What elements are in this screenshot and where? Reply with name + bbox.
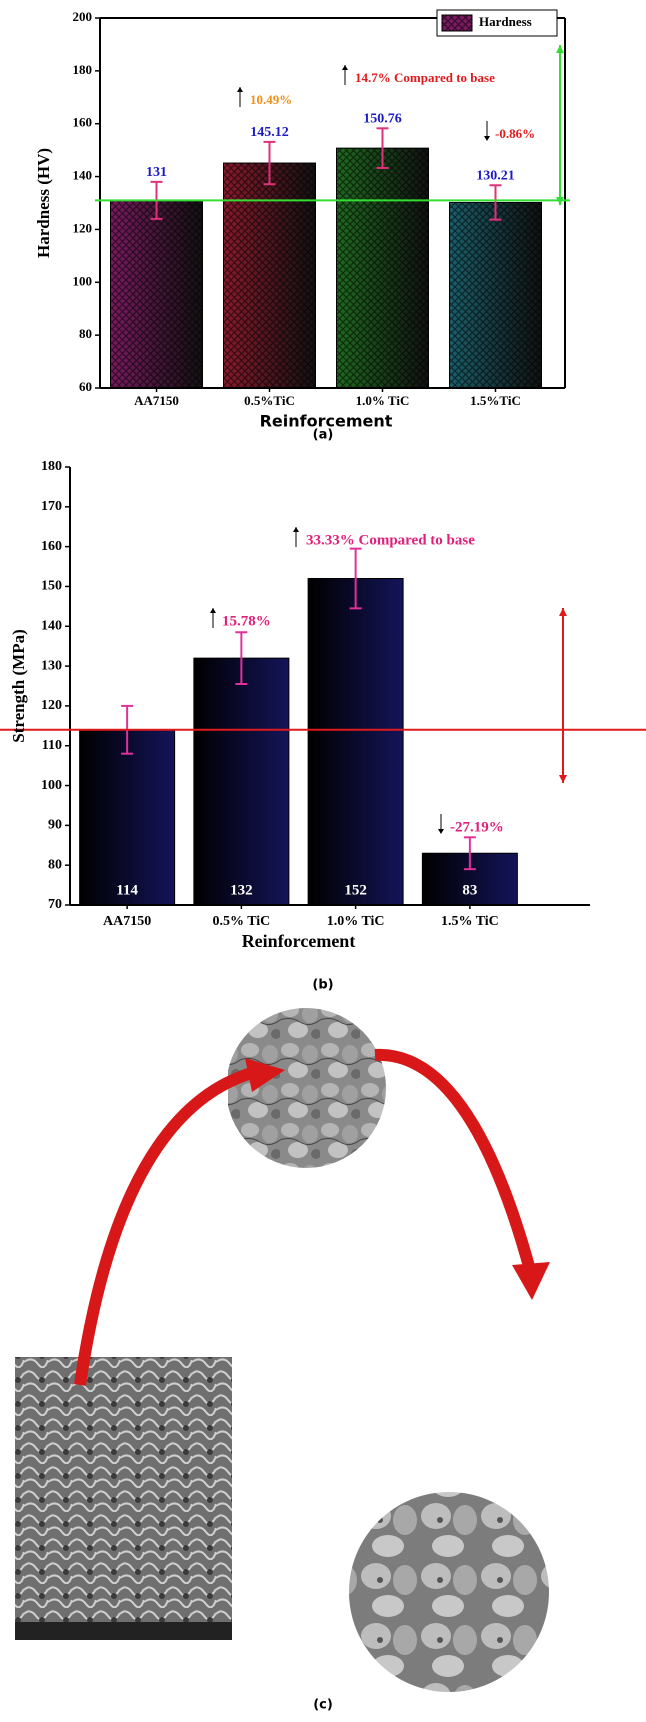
x-tick-label: AA7150 [103,914,151,929]
y-tick-label: 120 [41,698,62,713]
value-label: 83 [462,882,477,898]
value-label: 130.21 [476,168,515,183]
y-tick-label: 110 [42,738,62,753]
bar-hatch [111,200,203,388]
x-tick-label: 1.0% TiC [327,914,385,929]
y-tick-label: 90 [48,818,62,833]
legend-label: Hardness [479,14,532,29]
y-tick-label: 150 [41,579,62,594]
annotation-arrow-head [293,527,299,532]
value-label: 131 [146,165,167,180]
value-label: 114 [116,882,138,898]
annotation: 15.78% [222,613,271,629]
y-tick-label: 200 [73,9,93,24]
y-axis-label: Strength (MPa) [9,629,28,742]
bar [80,730,175,905]
bar [308,578,403,905]
arrow-head [512,1262,550,1300]
y-tick-label: 60 [79,379,92,394]
y-tick-label: 180 [41,459,62,474]
x-axis-label: Reinforcement [242,931,356,951]
chart: 60 80 100 120 140 160 180 200 AA7150 131 0.5%TiC 14… [34,9,570,431]
y-tick-label: 160 [73,115,93,130]
y-tick-label: 80 [48,857,62,872]
value-label: 145.12 [250,125,289,140]
x-tick-label: 0.5% TiC [212,914,270,929]
y-tick-label: 140 [41,618,62,633]
annotation-arrow-head [342,65,348,70]
y-tick-label: 130 [41,658,62,673]
annotation: -27.19% [450,819,504,835]
bar-hatch [337,148,429,388]
annotation: -0.86% [495,126,535,141]
bar-hatch [450,202,542,388]
chart: 70 80 90 100 110 120 130 140 150 160 170 180 AA7150 1… [0,459,646,951]
x-tick-label: 1.5%TiC [470,393,521,408]
bar [194,658,289,905]
sem-info-bar [15,1622,232,1640]
panel-label: (c) [313,1698,333,1713]
annotation-arrow-head [484,136,490,141]
legend-swatch-hatch [442,15,472,31]
x-axis-label: Reinforcement [260,412,393,431]
y-tick-label: 100 [73,273,93,288]
y-tick-label: 80 [79,326,92,341]
figure: (a)(b)(c)6080100120140160180200AA7150131… [0,0,646,1722]
annotation: 14.7% Compared to base [355,70,495,85]
arrow [375,1055,530,1270]
y-tick-label: 120 [73,220,93,235]
y-tick-label: 160 [41,539,62,554]
annotation-arrow-head [210,608,216,613]
value-label: 152 [344,882,367,898]
value-label: 150.76 [363,112,402,127]
x-tick-label: AA7150 [134,393,179,408]
x-tick-label: 1.0% TiC [356,393,410,408]
arrow [80,1072,255,1385]
sem-image [349,1492,549,1692]
annotation: 33.33% Compared to base [306,532,475,548]
sem-images [15,1008,550,1692]
x-tick-label: 1.5% TiC [441,914,499,929]
annotation-arrow-head [237,87,243,92]
y-tick-label: 100 [41,778,62,793]
y-tick-label: 70 [48,897,62,912]
annotation: 10.49% [250,92,292,107]
panel-label: (b) [312,978,333,993]
annotation-arrow-head [438,829,444,834]
value-label: 132 [230,882,253,898]
sem-image [15,1357,232,1640]
y-tick-label: 140 [73,168,93,183]
y-tick-label: 170 [41,499,62,514]
y-axis-label: Hardness (HV) [34,148,53,258]
y-tick-label: 180 [73,62,93,77]
bar-hatch [224,163,316,388]
x-tick-label: 0.5%TiC [244,393,295,408]
